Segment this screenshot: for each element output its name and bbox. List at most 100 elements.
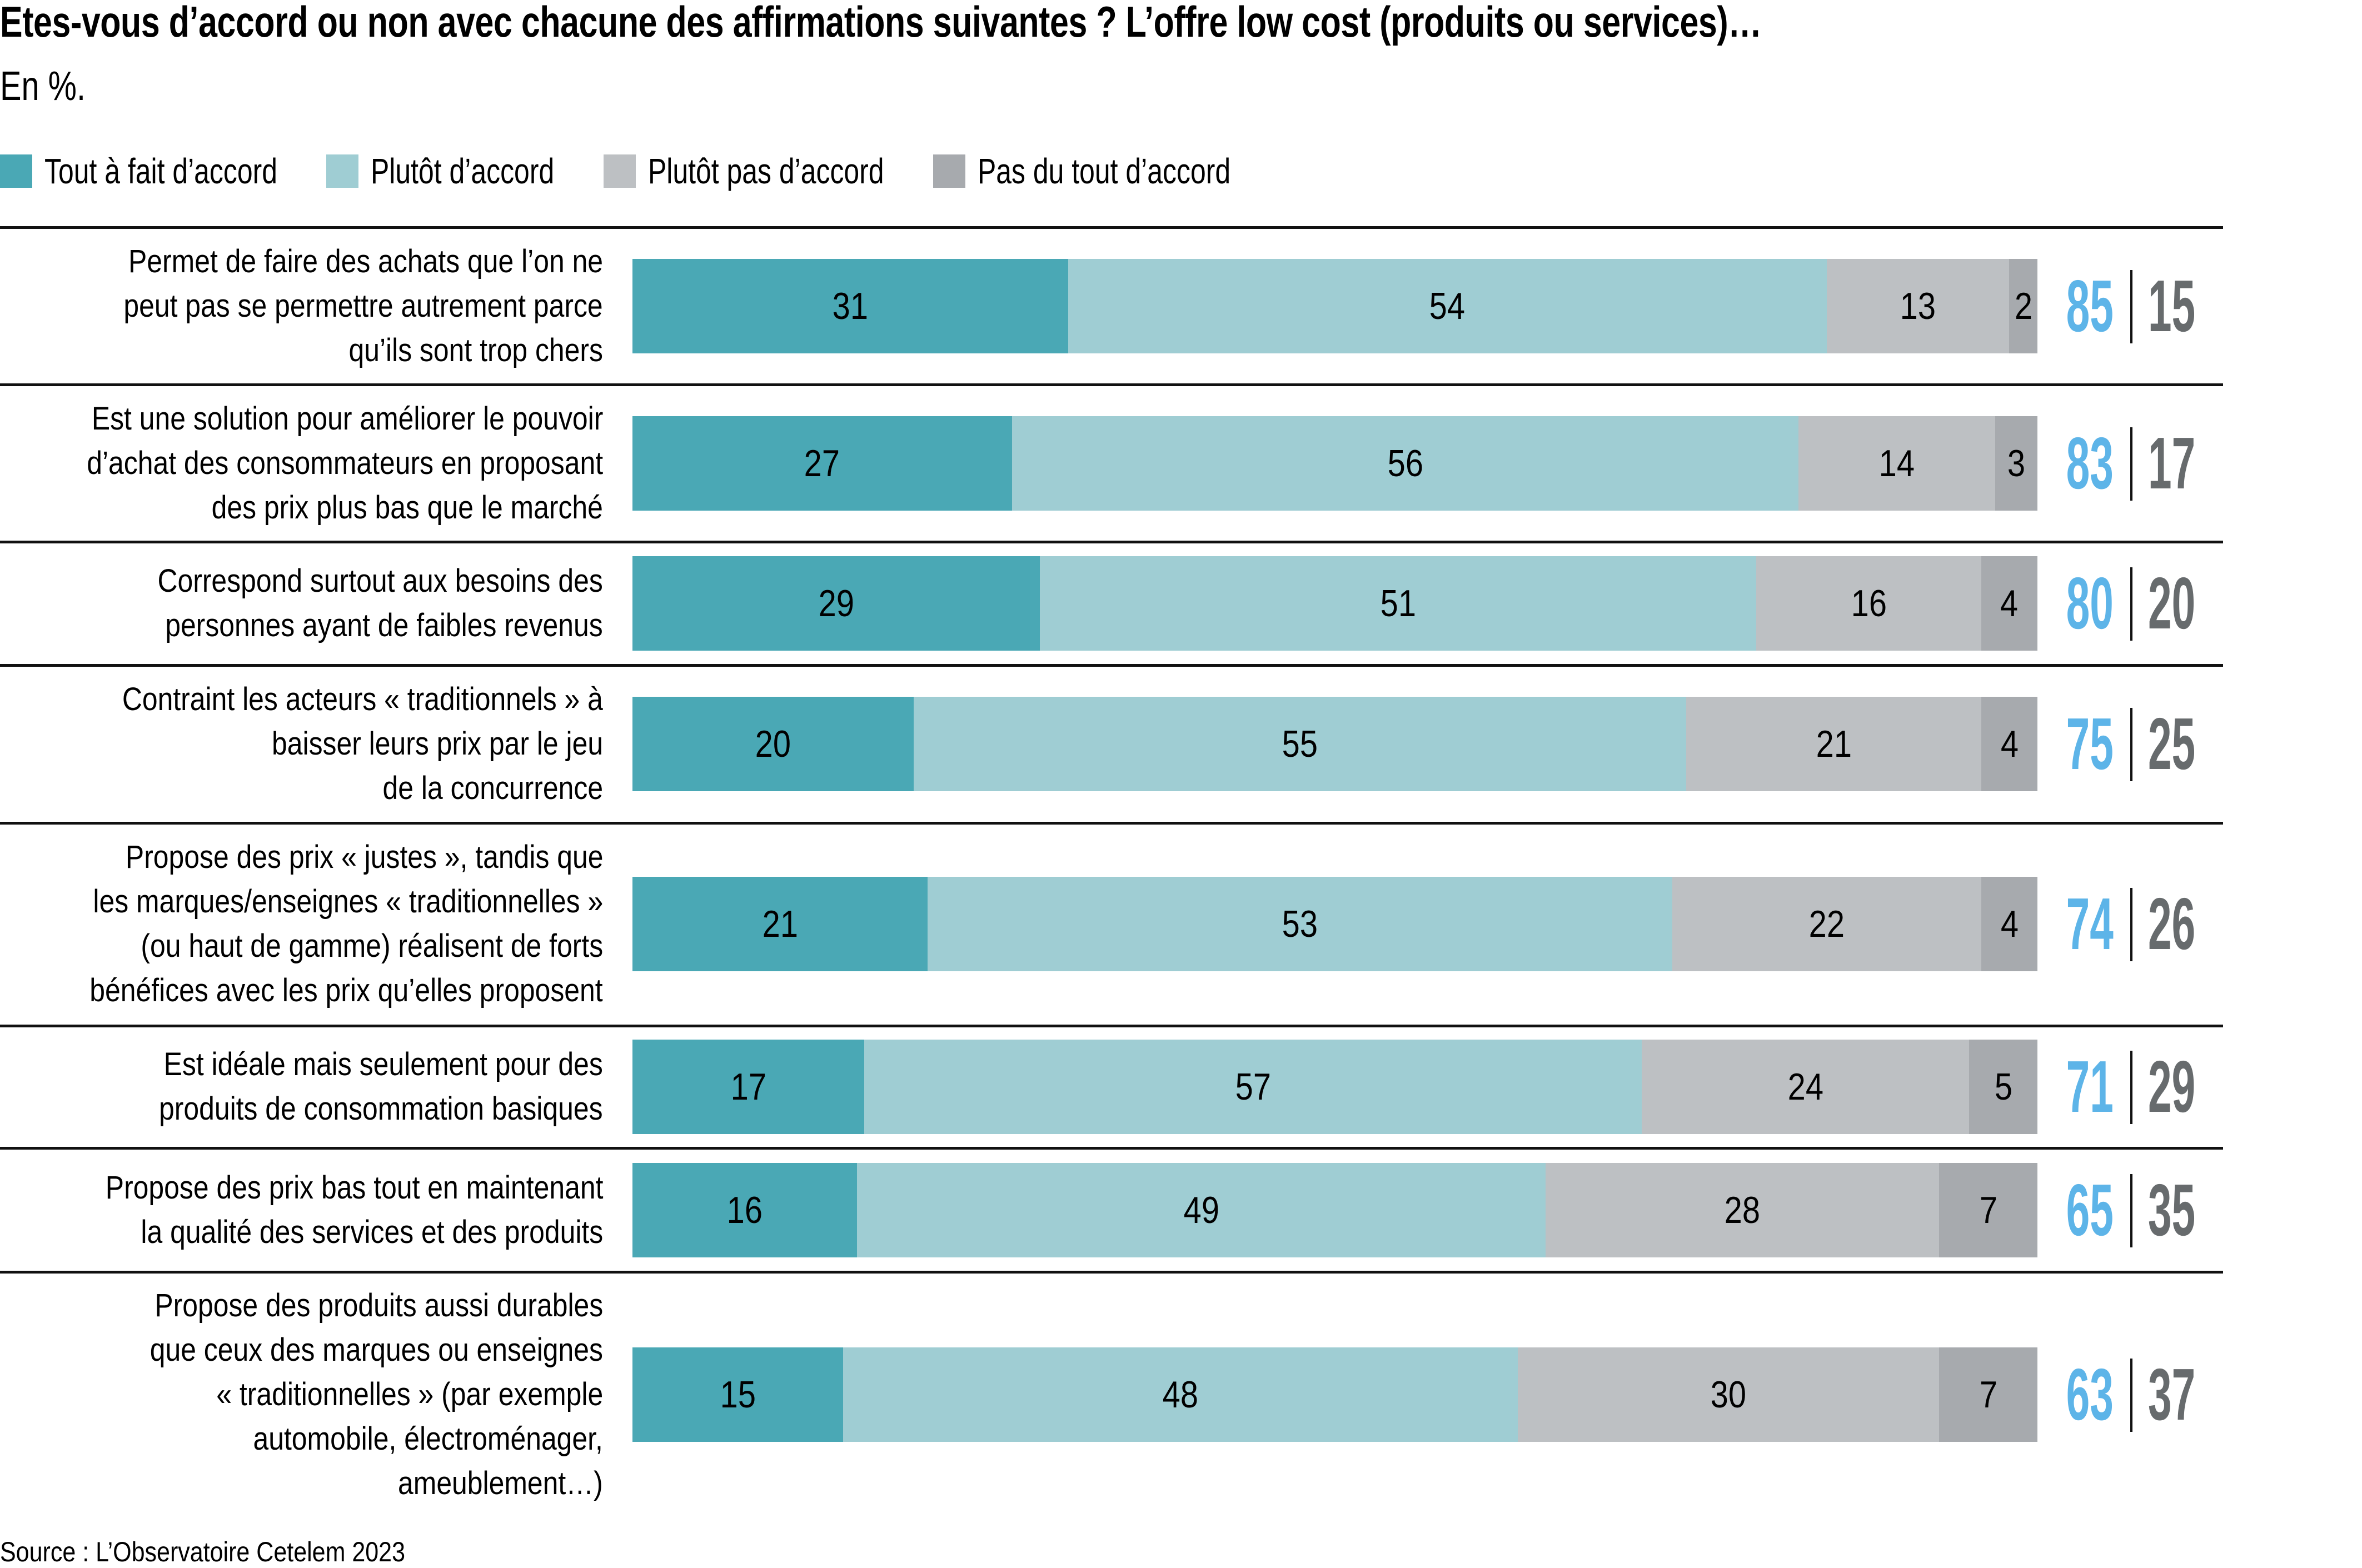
bar-segment: 4 — [1981, 556, 2037, 651]
legend-label: Plutôt pas d’accord — [647, 151, 884, 191]
stacked-bar: 21 53 22 4 — [632, 877, 2037, 971]
row-totals: 75 25 — [2056, 697, 2223, 791]
totals-divider — [2130, 1174, 2132, 1247]
disagree-total: 37 — [2148, 1354, 2196, 1435]
chart-title: Etes-vous d’accord ou non avec chacune d… — [0, 0, 1762, 46]
agree-total: 71 — [2066, 1046, 2114, 1127]
bar-segment: 17 — [632, 1040, 865, 1134]
bar-segment: 22 — [1672, 877, 1981, 971]
totals-divider — [2130, 708, 2132, 781]
row-separator — [0, 383, 2223, 386]
category-label-line: les marques/enseignes « traditionnelles … — [93, 883, 603, 920]
legend-swatch — [933, 154, 965, 188]
disagree-total: 29 — [2148, 1046, 2196, 1127]
agree-total: 80 — [2066, 562, 2114, 644]
stacked-bar: 29 51 16 4 — [632, 556, 2037, 651]
category-label: Propose des prix bas tout en maintenant l… — [0, 1166, 603, 1255]
disagree-total: 15 — [2148, 265, 2196, 347]
data-label: 14 — [1879, 442, 1915, 485]
bar-segment: 4 — [1981, 697, 2037, 791]
row-separator — [0, 541, 2223, 543]
data-label: 49 — [1183, 1189, 1219, 1231]
data-label: 7 — [1979, 1189, 1997, 1231]
data-label: 4 — [2000, 723, 2019, 765]
category-label-line: de la concurrence — [382, 770, 603, 806]
stacked-bar: 27 56 14 3 — [632, 416, 2037, 511]
row-totals: 65 35 — [2056, 1163, 2223, 1257]
row-totals: 80 20 — [2056, 556, 2223, 651]
data-label: 24 — [1787, 1066, 1823, 1108]
bar-segment: 55 — [913, 697, 1686, 791]
legend-label: Plutôt d’accord — [371, 151, 555, 191]
category-label-line: Propose des prix bas tout en maintenant — [105, 1170, 603, 1206]
data-label: 21 — [1816, 723, 1852, 765]
agree-total: 75 — [2066, 703, 2114, 785]
agree-total: 65 — [2066, 1169, 2114, 1251]
data-label: 48 — [1162, 1374, 1199, 1416]
data-label: 17 — [730, 1066, 766, 1108]
stacked-bar: 31 54 13 2 — [632, 259, 2037, 353]
category-label-line: bénéfices avec les prix qu’elles propose… — [89, 972, 603, 1008]
bar-segment: 56 — [1011, 416, 1799, 511]
bar-segment: 16 — [1756, 556, 1981, 651]
bar-segment: 21 — [632, 877, 928, 971]
bar-segment: 20 — [632, 697, 914, 791]
bar-segment: 21 — [1686, 697, 1981, 791]
bar-segment: 2 — [2009, 259, 2037, 353]
data-label: 31 — [832, 285, 868, 327]
data-label: 54 — [1429, 285, 1466, 327]
disagree-total: 20 — [2148, 562, 2196, 644]
bar-segment: 49 — [857, 1163, 1546, 1257]
bar-segment: 7 — [1939, 1163, 2037, 1257]
category-label-line: personnes ayant de faibles revenus — [165, 607, 603, 643]
category-label: Correspond surtout aux besoins des person… — [0, 559, 603, 648]
agree-total: 85 — [2066, 265, 2114, 347]
data-label: 20 — [755, 723, 791, 765]
totals-divider — [2130, 1359, 2132, 1432]
row-totals: 74 26 — [2056, 877, 2223, 971]
legend-item: Pas du tout d’accord — [933, 151, 1231, 192]
bar-segment: 15 — [632, 1347, 844, 1442]
totals-divider — [2130, 567, 2132, 641]
data-label: 3 — [2007, 442, 2026, 485]
category-label-line: Correspond surtout aux besoins des — [157, 563, 603, 599]
data-label: 29 — [818, 582, 854, 625]
category-label-line: Est idéale mais seulement pour des — [163, 1046, 603, 1082]
totals-divider — [2130, 1051, 2132, 1124]
row-totals: 85 15 — [2056, 259, 2223, 353]
stacked-bar: 20 55 21 4 — [632, 697, 2037, 791]
legend-label: Pas du tout d’accord — [977, 151, 1230, 191]
data-label: 28 — [1724, 1189, 1761, 1231]
category-label: Propose des prix « justes », tandis que l… — [0, 835, 603, 1013]
category-label-line: Permet de faire des achats que l’on ne — [128, 243, 603, 279]
row-separator — [0, 1025, 2223, 1027]
bar-segment: 7 — [1939, 1347, 2037, 1442]
category-label-line: « traditionnelles » (par exemple — [216, 1376, 603, 1412]
category-label-line: d’achat des consommateurs en proposant — [87, 445, 603, 481]
bar-segment: 28 — [1546, 1163, 1940, 1257]
row-separator — [0, 664, 2223, 667]
row-separator — [0, 1147, 2223, 1150]
bar-segment: 57 — [864, 1040, 1642, 1134]
category-label-line: automobile, électroménager, — [253, 1421, 603, 1457]
stacked-bar: 15 48 30 7 — [632, 1347, 2037, 1442]
category-label-line: (ou haut de gamme) réalisent de forts — [141, 928, 603, 964]
legend-swatch — [603, 154, 636, 188]
data-label: 27 — [804, 442, 840, 485]
bar-segment: 24 — [1642, 1040, 1970, 1134]
legend-swatch — [0, 154, 32, 188]
totals-divider — [2130, 270, 2132, 343]
category-label-line: ameublement…) — [398, 1465, 603, 1501]
data-label: 30 — [1710, 1374, 1746, 1416]
data-label: 7 — [1979, 1374, 1997, 1416]
agree-total: 74 — [2066, 883, 2114, 965]
row-totals: 83 17 — [2056, 416, 2223, 511]
data-label: 55 — [1282, 723, 1318, 765]
source-note: Source : L’Observatoire Cetelem 2023 — [0, 1536, 406, 1567]
row-totals: 71 29 — [2056, 1040, 2223, 1134]
disagree-total: 35 — [2148, 1169, 2196, 1251]
category-label-line: des prix plus bas que le marché — [211, 490, 603, 526]
agree-total: 83 — [2066, 422, 2114, 504]
category-label-line: Est une solution pour améliorer le pouvo… — [91, 401, 603, 437]
bar-segment: 3 — [1995, 416, 2037, 511]
